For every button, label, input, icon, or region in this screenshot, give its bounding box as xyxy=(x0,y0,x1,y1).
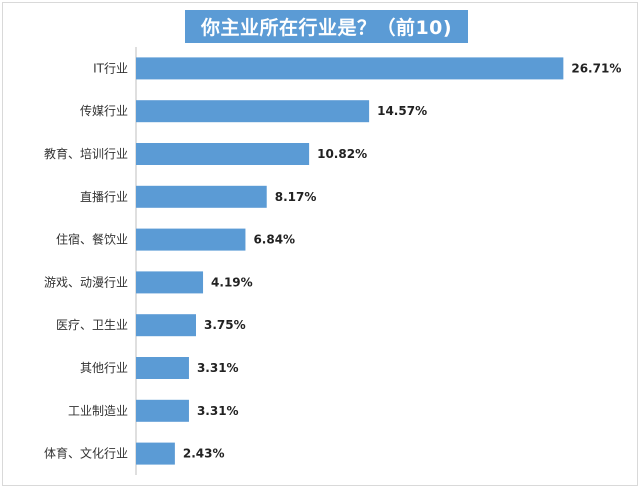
bar xyxy=(136,314,196,337)
bar xyxy=(136,271,204,294)
bar xyxy=(136,357,189,379)
category-label: 游戏、动漫行业 xyxy=(44,275,128,289)
category-label: IT行业 xyxy=(93,61,128,75)
bar xyxy=(136,399,189,422)
value-label: 10.82% xyxy=(317,147,367,161)
bar xyxy=(136,228,246,251)
bar xyxy=(136,143,310,165)
category-label: 体育、文化行业 xyxy=(44,446,128,461)
bar xyxy=(136,57,564,80)
category-label: 教育、培训行业 xyxy=(44,146,128,161)
category-label: 住宿、餐饮业 xyxy=(56,232,128,247)
bars-group: IT行业 26.71% 传媒行业 14.57% 教育、培训行业 10.82% 直播行业 8.1… xyxy=(44,57,621,465)
category-label: 传媒行业 xyxy=(80,103,128,118)
value-label: 26.71% xyxy=(571,61,621,75)
value-label: 14.57% xyxy=(377,104,427,118)
chart-title: 你主业所在行业是？（前10) xyxy=(200,17,453,39)
value-label: 3.31% xyxy=(197,361,239,375)
value-label: 3.75% xyxy=(204,318,246,332)
value-label: 2.43% xyxy=(183,447,225,461)
value-label: 6.84% xyxy=(253,233,295,247)
bar xyxy=(136,185,267,208)
value-label: 4.19% xyxy=(211,275,253,289)
bar xyxy=(136,442,175,465)
category-label: 直播行业 xyxy=(80,190,128,204)
bar xyxy=(136,100,370,123)
category-label: 其他行业 xyxy=(80,361,128,375)
value-label: 3.31% xyxy=(197,404,239,418)
category-label: 工业制造业 xyxy=(68,404,128,418)
category-label: 医疗、卫生业 xyxy=(56,318,128,332)
chart-title-box: 你主业所在行业是？（前10) xyxy=(185,10,468,43)
value-label: 8.17% xyxy=(275,190,317,204)
